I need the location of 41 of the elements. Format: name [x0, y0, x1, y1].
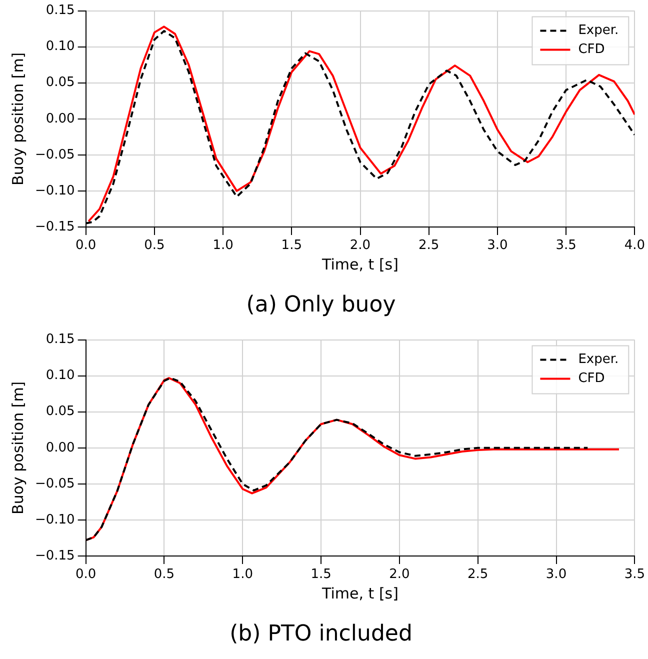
- x-tick-label: 3.5: [556, 238, 576, 254]
- text: (a) Only buoy: [246, 292, 396, 318]
- x-tick-label: 0.5: [144, 238, 165, 254]
- y-axis-title: Buoy position [m]: [8, 381, 27, 514]
- y-axis-title: Buoy position [m]: [8, 52, 27, 186]
- x-tick-label: 4.0: [624, 238, 646, 254]
- legend-label: CFD: [578, 42, 605, 58]
- x-tick-label: 1.0: [212, 238, 234, 254]
- y-tick-label: 0.05: [46, 75, 75, 90]
- x-tick-label: 3.0: [487, 238, 508, 254]
- x-axis-title: Time, t [s]: [321, 584, 398, 602]
- y-tick-label: −0.05: [34, 476, 75, 492]
- text: (b) PTO included: [230, 622, 412, 647]
- y-tick-label: −0.15: [34, 219, 75, 234]
- x-tick-label: 0.0: [75, 567, 96, 582]
- x-tick-label: 3.5: [624, 567, 646, 582]
- y-tick-label: 0.00: [46, 440, 75, 456]
- x-tick-label: 1.0: [232, 567, 253, 582]
- y-tick-label: −0.10: [34, 183, 75, 198]
- x-tick-label: 2.5: [468, 567, 488, 582]
- y-tick-label: 0.15: [46, 332, 75, 348]
- y-tick-label: −0.10: [34, 512, 75, 528]
- y-tick-label: −0.05: [34, 147, 75, 162]
- legend-label: Exper.: [578, 352, 619, 368]
- legend-label: CFD: [578, 371, 605, 386]
- y-tick-label: 0.10: [46, 39, 75, 54]
- x-axis-title: Time, t [s]: [321, 255, 398, 274]
- x-tick-label: 1.5: [310, 567, 332, 582]
- legend-label: Exper.: [578, 23, 619, 38]
- x-tick-label: 2.0: [350, 238, 371, 254]
- x-tick-label: 2.5: [418, 238, 440, 254]
- y-tick-label: 0.05: [46, 404, 75, 420]
- y-tick-label: 0.10: [46, 368, 75, 384]
- y-tick-label: 0.00: [46, 111, 75, 126]
- x-tick-label: 0.5: [154, 567, 175, 582]
- x-tick-label: 3.0: [546, 567, 567, 582]
- x-tick-label: 1.5: [281, 238, 302, 254]
- y-tick-label: −0.15: [34, 548, 75, 564]
- x-tick-label: 2.0: [389, 567, 410, 582]
- x-tick-label: 0.0: [75, 238, 96, 254]
- y-tick-label: 0.15: [46, 3, 75, 18]
